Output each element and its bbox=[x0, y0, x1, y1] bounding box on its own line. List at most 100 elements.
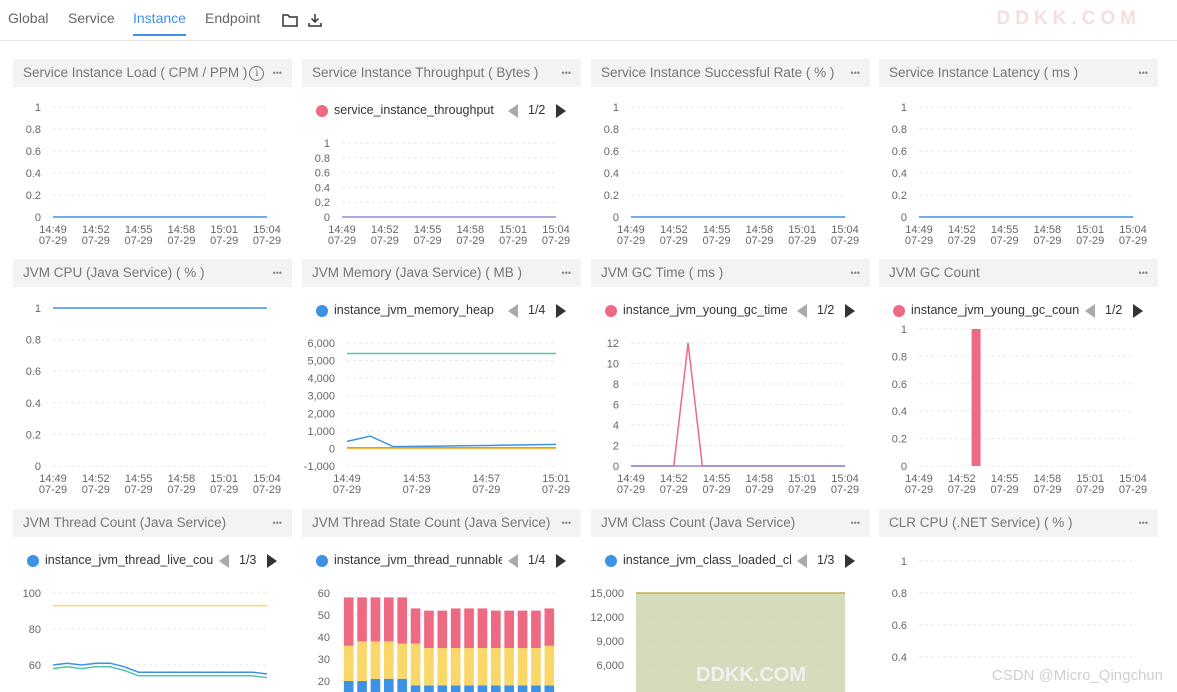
stacked-bar-segment[interactable] bbox=[370, 641, 381, 679]
more-icon[interactable]: ••• bbox=[561, 518, 571, 528]
legend-prev-icon[interactable] bbox=[508, 104, 518, 118]
stacked-bar-segment[interactable] bbox=[450, 608, 461, 648]
stacked-bar-segment[interactable] bbox=[464, 648, 474, 686]
tab-global[interactable]: Global bbox=[8, 10, 49, 26]
more-icon[interactable]: ••• bbox=[272, 518, 282, 528]
legend-label[interactable]: instance_jvm_thread_runnable_state_threa… bbox=[334, 553, 502, 567]
legend-next-icon[interactable] bbox=[845, 304, 855, 318]
more-icon[interactable]: ••• bbox=[561, 268, 571, 278]
stacked-bar-segment[interactable] bbox=[464, 685, 474, 692]
stacked-bar-segment[interactable] bbox=[343, 645, 354, 681]
legend-prev-icon[interactable] bbox=[508, 304, 518, 318]
legend-label[interactable]: instance_jvm_memory_heap bbox=[334, 303, 494, 317]
series-line[interactable] bbox=[52, 662, 268, 675]
more-icon[interactable]: ••• bbox=[850, 518, 860, 528]
stacked-bar-segment[interactable] bbox=[437, 610, 448, 648]
y-tick-label: 1,000 bbox=[307, 426, 335, 438]
legend-prev-icon[interactable] bbox=[797, 554, 807, 568]
stacked-bar-segment[interactable] bbox=[504, 648, 515, 686]
stacked-bar-segment[interactable] bbox=[397, 678, 408, 692]
stacked-bar-segment[interactable] bbox=[437, 648, 448, 686]
legend-label[interactable]: instance_jvm_thread_live_count bbox=[45, 553, 213, 567]
stacked-bar-segment[interactable] bbox=[517, 685, 528, 692]
stacked-bar-segment[interactable] bbox=[490, 685, 501, 692]
panel-header: Service Instance Throughput ( Bytes ) ••• bbox=[302, 59, 581, 87]
stacked-bar-segment[interactable] bbox=[397, 643, 408, 679]
tab-endpoint[interactable]: Endpoint bbox=[205, 10, 261, 26]
stacked-bar-segment[interactable] bbox=[357, 681, 367, 692]
stacked-bar-segment[interactable] bbox=[424, 685, 434, 692]
stacked-bar-segment[interactable] bbox=[477, 608, 488, 648]
stacked-bar-segment[interactable] bbox=[410, 643, 421, 686]
stacked-bar-segment[interactable] bbox=[410, 608, 421, 644]
stacked-bar-segment[interactable] bbox=[544, 645, 555, 686]
stacked-bar-segment[interactable] bbox=[531, 685, 541, 692]
stacked-bar-segment[interactable] bbox=[370, 597, 381, 642]
stacked-bar-segment[interactable] bbox=[490, 610, 501, 648]
stacked-bar-segment[interactable] bbox=[450, 685, 461, 692]
download-icon[interactable] bbox=[307, 12, 323, 28]
legend-label[interactable]: instance_jvm_young_gc_time bbox=[623, 303, 788, 317]
panel-header: JVM Thread Count (Java Service) ••• bbox=[13, 509, 292, 537]
series-line[interactable] bbox=[52, 666, 268, 679]
tab-service[interactable]: Service bbox=[68, 10, 115, 26]
legend-prev-icon[interactable] bbox=[1085, 304, 1095, 318]
x-tick-label: 14:58 bbox=[457, 224, 485, 236]
legend-prev-icon[interactable] bbox=[797, 304, 807, 318]
more-icon[interactable]: ••• bbox=[1138, 68, 1148, 78]
legend-next-icon[interactable] bbox=[556, 304, 566, 318]
legend-prev-icon[interactable] bbox=[508, 554, 518, 568]
legend-next-icon[interactable] bbox=[1133, 304, 1143, 318]
stacked-bar-segment[interactable] bbox=[370, 678, 381, 692]
legend-label[interactable]: instance_jvm_class_loaded_class_count bbox=[623, 553, 791, 567]
stacked-bar-segment[interactable] bbox=[517, 610, 528, 648]
info-icon[interactable]: i bbox=[249, 66, 265, 81]
folder-icon[interactable] bbox=[282, 12, 298, 28]
legend-label[interactable]: service_instance_throughput bbox=[334, 103, 494, 117]
stacked-bar-segment[interactable] bbox=[531, 648, 541, 686]
legend-label[interactable]: instance_jvm_young_gc_count bbox=[911, 303, 1079, 317]
stacked-bar-segment[interactable] bbox=[450, 648, 461, 686]
more-icon[interactable]: ••• bbox=[272, 68, 282, 78]
stacked-bar-segment[interactable] bbox=[544, 608, 555, 646]
legend-next-icon[interactable] bbox=[845, 554, 855, 568]
legend-prev-icon[interactable] bbox=[219, 554, 229, 568]
more-icon[interactable]: ••• bbox=[1138, 518, 1148, 528]
stacked-bar-segment[interactable] bbox=[437, 685, 448, 692]
more-icon[interactable]: ••• bbox=[1138, 268, 1148, 278]
stacked-bar-segment[interactable] bbox=[544, 685, 555, 692]
stacked-bar-segment[interactable] bbox=[383, 678, 394, 692]
stacked-bar-segment[interactable] bbox=[383, 597, 394, 642]
stacked-bar-segment[interactable] bbox=[504, 685, 515, 692]
stacked-bar-segment[interactable] bbox=[517, 648, 528, 686]
stacked-bar-segment[interactable] bbox=[464, 608, 474, 648]
stacked-bar-segment[interactable] bbox=[424, 610, 434, 648]
legend-next-icon[interactable] bbox=[556, 104, 566, 118]
x-tick-label: 14:58 bbox=[1034, 224, 1062, 236]
legend-next-icon[interactable] bbox=[556, 554, 566, 568]
y-tick-label: 0 bbox=[324, 212, 330, 224]
stacked-bar-segment[interactable] bbox=[357, 597, 367, 642]
stacked-bar-segment[interactable] bbox=[397, 597, 408, 644]
more-icon[interactable]: ••• bbox=[561, 68, 571, 78]
series-line[interactable] bbox=[346, 435, 557, 448]
stacked-bar-segment[interactable] bbox=[343, 597, 354, 646]
stacked-bar-segment[interactable] bbox=[477, 648, 488, 686]
more-icon[interactable]: ••• bbox=[850, 68, 860, 78]
more-icon[interactable]: ••• bbox=[850, 268, 860, 278]
stacked-bar-segment[interactable] bbox=[424, 648, 434, 686]
more-icon[interactable]: ••• bbox=[272, 268, 282, 278]
stacked-bar-segment[interactable] bbox=[490, 648, 501, 686]
tab-instance[interactable]: Instance bbox=[133, 10, 186, 36]
stacked-bar-segment[interactable] bbox=[383, 641, 394, 679]
x-tick-date: 07-29 bbox=[660, 235, 688, 247]
stacked-bar-segment[interactable] bbox=[531, 610, 541, 648]
stacked-bar-segment[interactable] bbox=[477, 685, 488, 692]
legend-next-icon[interactable] bbox=[267, 554, 277, 568]
stacked-bar-segment[interactable] bbox=[410, 685, 421, 692]
bar[interactable] bbox=[971, 329, 981, 466]
y-tick-label: 12 bbox=[607, 338, 619, 350]
stacked-bar-segment[interactable] bbox=[357, 641, 367, 681]
stacked-bar-segment[interactable] bbox=[504, 610, 515, 648]
stacked-bar-segment[interactable] bbox=[343, 681, 354, 692]
